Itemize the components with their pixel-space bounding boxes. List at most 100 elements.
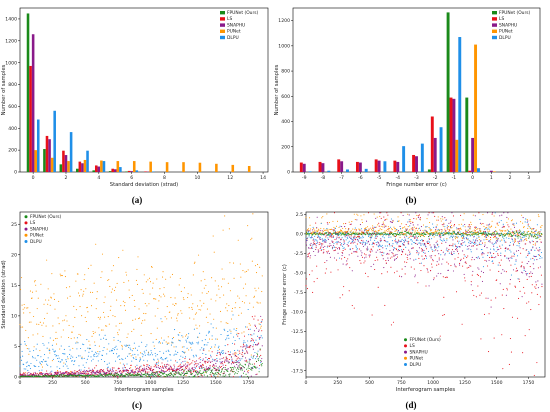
scatter-point <box>173 364 175 366</box>
scatter-point <box>129 344 131 346</box>
scatter-point <box>219 358 221 360</box>
scatter-point <box>316 227 318 229</box>
scatter-point <box>530 235 532 237</box>
scatter-point <box>529 241 531 243</box>
scatter-point <box>523 227 525 229</box>
scatter-point <box>423 249 425 252</box>
scatter-point <box>248 334 250 336</box>
scatter-point <box>234 339 236 342</box>
scatter-point <box>426 232 429 234</box>
scatter-point <box>417 282 419 284</box>
scatter-point <box>526 302 528 304</box>
scatter-point <box>525 243 527 245</box>
scatter-point <box>47 373 49 375</box>
scatter-point <box>341 231 343 233</box>
scatter-point <box>488 259 490 261</box>
scatter-point <box>417 224 419 226</box>
scatter-point <box>251 237 253 239</box>
bar-a <box>165 162 169 172</box>
scatter-point <box>404 230 406 232</box>
scatter-point <box>127 333 129 335</box>
scatter-point <box>249 347 251 349</box>
scatter-point <box>431 249 433 251</box>
scatter-point <box>469 231 471 233</box>
bar-b <box>465 97 469 172</box>
scatter-point <box>475 239 477 241</box>
scatter-point <box>91 335 93 337</box>
scatter-point <box>313 238 315 240</box>
scatter-point <box>466 267 468 269</box>
scatter-point <box>469 226 471 228</box>
scatter-point <box>132 369 134 371</box>
scatter-point <box>242 365 244 368</box>
scatter-point <box>373 229 375 231</box>
scatter-point <box>424 252 426 254</box>
scatter-point <box>242 342 245 344</box>
scatter-point <box>451 245 453 247</box>
scatter-point <box>534 236 536 238</box>
scatter-point <box>364 244 366 246</box>
scatter-point <box>73 305 75 308</box>
scatter-point <box>94 375 96 377</box>
scatter-point <box>185 366 187 368</box>
scatter-point <box>226 358 228 360</box>
scatter-point <box>212 366 214 368</box>
scatter-point <box>446 239 448 241</box>
scatter-point <box>323 234 325 236</box>
scatter-point <box>451 254 454 256</box>
scatter-point <box>193 371 195 373</box>
x-tick-label: 2 <box>509 175 512 181</box>
scatter-point <box>529 242 531 244</box>
y-tick-label: 800 <box>8 82 17 88</box>
scatter-point <box>198 358 200 360</box>
scatter-point <box>511 231 513 234</box>
scatter-point <box>259 348 261 350</box>
scatter-point <box>436 234 438 236</box>
x-tick-label: 14 <box>260 175 266 181</box>
scatter-point <box>510 236 512 238</box>
scatter-point <box>478 239 480 241</box>
scatter-point <box>222 362 224 364</box>
scatter-point <box>417 215 419 217</box>
scatter-point <box>387 226 389 228</box>
scatter-point <box>319 238 321 240</box>
scatter-point <box>86 306 88 308</box>
scatter-point <box>168 342 170 344</box>
scatter-point <box>335 259 338 261</box>
scatter-point <box>189 317 191 319</box>
scatter-point <box>208 358 211 360</box>
scatter-point <box>142 354 144 356</box>
scatter-point <box>361 252 363 254</box>
scatter-point <box>415 236 417 238</box>
bar-a <box>34 150 37 172</box>
scatter-point <box>82 364 84 366</box>
scatter-point <box>538 216 540 218</box>
series-snaphu <box>19 315 263 378</box>
scatter-point <box>319 248 321 250</box>
scatter-point <box>244 357 247 359</box>
scatter-point <box>122 249 124 251</box>
scatter-point <box>541 225 543 227</box>
scatter-point <box>376 216 378 218</box>
scatter-point <box>253 333 255 335</box>
scatter-point <box>198 371 200 373</box>
scatter-point <box>365 227 367 229</box>
scatter-point <box>96 298 98 300</box>
scatter-point <box>23 312 25 314</box>
scatter-point <box>84 371 86 373</box>
scatter-point <box>518 278 520 280</box>
scatter-point <box>222 229 224 231</box>
scatter-point <box>108 279 110 281</box>
scatter-point <box>251 369 253 371</box>
scatter-point <box>87 355 89 357</box>
scatter-point <box>464 277 466 279</box>
scatter-point <box>153 345 155 347</box>
scatter-point <box>143 274 145 276</box>
scatter-point <box>437 216 439 218</box>
scatter-point <box>95 351 97 353</box>
scatter-point <box>530 258 532 260</box>
scatter-point <box>259 323 261 325</box>
scatter-point <box>381 254 383 256</box>
scatter-point <box>77 373 79 375</box>
scatter-point <box>42 335 44 338</box>
